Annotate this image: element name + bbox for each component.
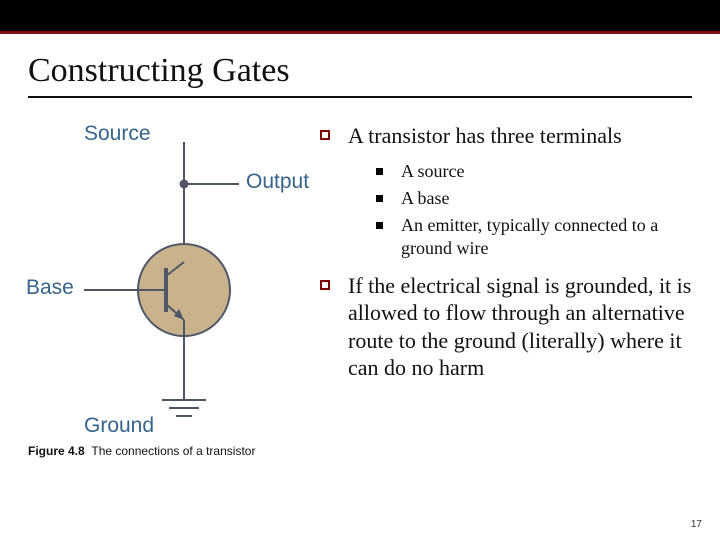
sub-bullet-item: A base	[376, 187, 696, 210]
sub-bullet-marker-icon	[376, 168, 383, 175]
sub-bullet-text: A base	[401, 187, 450, 210]
right-column: A transistor has three terminals A sourc…	[314, 112, 696, 458]
bullet-item: If the electrical signal is grounded, it…	[320, 272, 696, 382]
left-column: Source Output Base Ground Figure 4.8 The…	[24, 112, 314, 458]
label-ground: Ground	[84, 414, 154, 438]
label-source: Source	[84, 122, 151, 146]
sub-bullet-list: A source A base An emitter, typically co…	[376, 160, 696, 260]
figure-text: The connections of a transistor	[91, 444, 255, 458]
sub-bullet-marker-icon	[376, 195, 383, 202]
sub-bullet-item: A source	[376, 160, 696, 183]
sub-bullet-item: An emitter, typically connected to a gro…	[376, 214, 696, 260]
bullet-text: A transistor has three terminals	[348, 122, 622, 150]
bullet-marker-icon	[320, 280, 330, 290]
sub-bullet-text: An emitter, typically connected to a gro…	[401, 214, 696, 260]
title-underline	[28, 96, 692, 98]
sub-bullet-marker-icon	[376, 222, 383, 229]
label-output: Output	[246, 170, 309, 194]
title-block: Constructing Gates	[0, 34, 720, 104]
bullet-text: If the electrical signal is grounded, it…	[348, 272, 696, 382]
bullet-marker-icon	[320, 130, 330, 140]
figure-number: Figure 4.8	[28, 444, 85, 458]
page-number: 17	[691, 519, 702, 530]
label-base: Base	[26, 276, 74, 300]
transistor-diagram: Source Output Base Ground	[24, 112, 314, 442]
slide-title: Constructing Gates	[28, 52, 692, 90]
bullet-item: A transistor has three terminals	[320, 122, 696, 150]
top-bar	[0, 0, 720, 34]
content-row: Source Output Base Ground Figure 4.8 The…	[0, 104, 720, 458]
figure-caption: Figure 4.8 The connections of a transist…	[24, 444, 314, 458]
sub-bullet-text: A source	[401, 160, 464, 183]
